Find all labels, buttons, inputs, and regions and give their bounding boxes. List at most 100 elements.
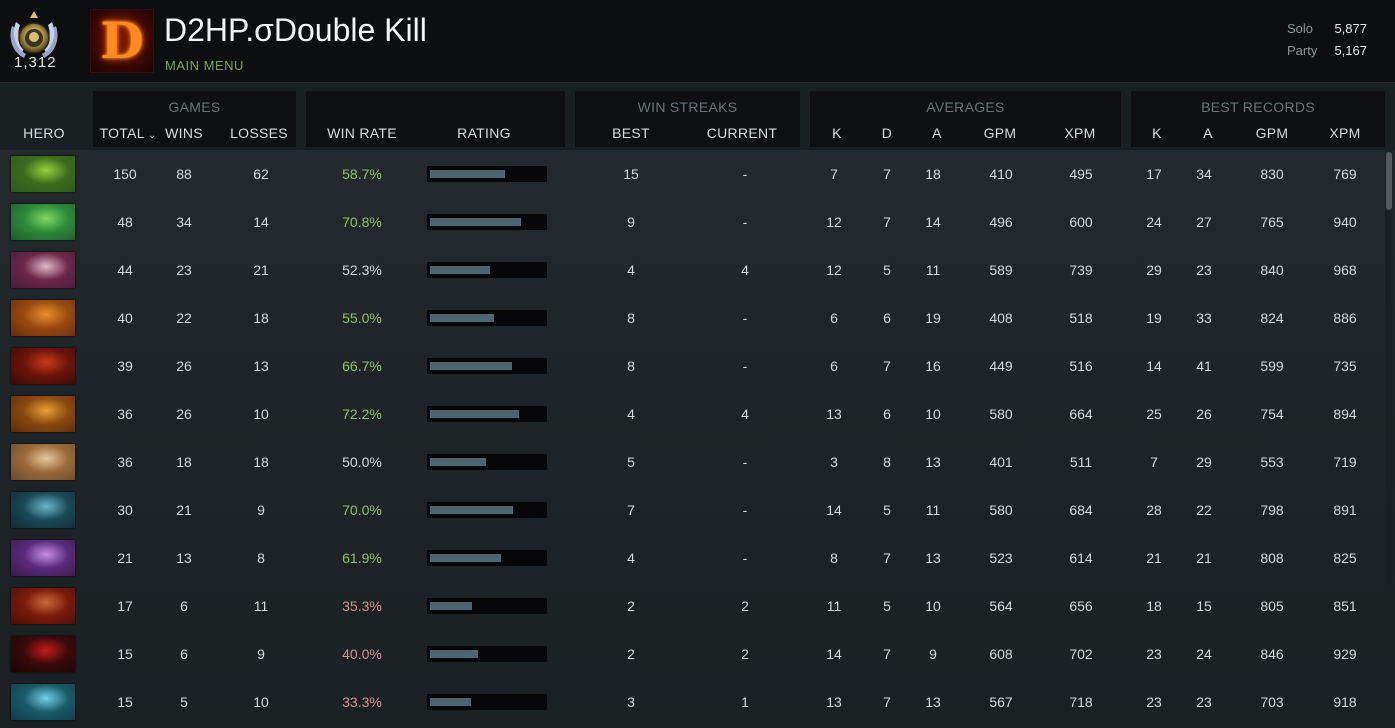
wins-cell: 6 xyxy=(180,646,188,662)
solo-value: 5,877 xyxy=(1334,21,1367,36)
hero-portrait[interactable] xyxy=(11,156,75,192)
losses-cell: 10 xyxy=(253,406,269,422)
party-mmr-row: Party 5,167 xyxy=(1287,40,1367,62)
col-rec-xpm[interactable]: XPM xyxy=(1329,125,1361,141)
col-avg-k[interactable]: K xyxy=(832,125,842,141)
avg-gpm-cell: 523 xyxy=(989,550,1013,566)
losses-cell: 18 xyxy=(253,310,269,326)
win-rate-cell: 66.7% xyxy=(342,358,382,374)
avg-a-cell: 13 xyxy=(925,454,941,470)
avg-a-cell: 9 xyxy=(929,646,937,662)
avg-d-cell: 7 xyxy=(883,214,891,230)
table-row[interactable]: 15 6 9 40.0% 2 2 14 7 9 608 702 23 24 84… xyxy=(0,630,1383,678)
table-row[interactable]: 21 13 8 61.9% 4 - 8 7 13 523 614 21 21 8… xyxy=(0,534,1383,582)
hero-portrait[interactable] xyxy=(11,444,75,480)
rating-bar xyxy=(427,262,547,278)
rating-bar-fill xyxy=(430,314,494,322)
col-losses[interactable]: LOSSES xyxy=(230,125,288,141)
scrollbar-thumb[interactable] xyxy=(1386,152,1392,210)
best-streak-cell: 2 xyxy=(627,598,635,614)
rec-a-cell: 27 xyxy=(1196,214,1212,230)
wins-cell: 22 xyxy=(176,310,192,326)
col-avg-gpm[interactable]: GPM xyxy=(983,125,1017,141)
rec-gpm-cell: 830 xyxy=(1260,166,1284,182)
avg-k-cell: 13 xyxy=(826,406,842,422)
hero-portrait[interactable] xyxy=(11,636,75,672)
col-total[interactable]: TOTAL ⌄ xyxy=(95,125,161,141)
rec-k-cell: 28 xyxy=(1146,502,1162,518)
total-cell: 40 xyxy=(117,310,133,326)
col-rating[interactable]: RATING xyxy=(457,125,511,141)
rating-bar-fill xyxy=(430,410,519,418)
best-streak-cell: 4 xyxy=(627,262,635,278)
table-row[interactable]: 36 18 18 50.0% 5 - 3 8 13 401 511 7 29 5… xyxy=(0,438,1383,486)
losses-cell: 62 xyxy=(253,166,269,182)
solo-label: Solo xyxy=(1287,21,1314,36)
main-menu-link[interactable]: MAIN MENU xyxy=(165,58,244,73)
col-rec-a[interactable]: A xyxy=(1203,125,1213,141)
current-streak-cell: - xyxy=(742,214,748,230)
player-avatar[interactable]: D xyxy=(90,9,154,73)
hero-portrait[interactable] xyxy=(11,684,75,720)
table-row[interactable]: 40 22 18 55.0% 8 - 6 6 19 408 518 19 33 … xyxy=(0,294,1383,342)
hero-portrait[interactable] xyxy=(11,540,75,576)
avg-a-cell: 18 xyxy=(925,166,941,182)
table-row[interactable]: 39 26 13 66.7% 8 - 6 7 16 449 516 14 41 … xyxy=(0,342,1383,390)
col-current[interactable]: CURRENT xyxy=(706,125,778,141)
col-avg-d[interactable]: D xyxy=(881,125,893,141)
col-rec-gpm[interactable]: GPM xyxy=(1255,125,1289,141)
avg-xpm-cell: 614 xyxy=(1069,550,1093,566)
wins-cell: 13 xyxy=(176,550,192,566)
hero-portrait[interactable] xyxy=(11,348,75,384)
rec-a-cell: 26 xyxy=(1196,406,1212,422)
col-wins[interactable]: WINS xyxy=(165,125,203,141)
scrollbar[interactable] xyxy=(1385,150,1393,728)
player-name: D2HP.σDouble Kill xyxy=(164,12,427,48)
rec-gpm-cell: 798 xyxy=(1260,502,1284,518)
total-cell: 15 xyxy=(117,646,133,662)
col-hero[interactable]: HERO xyxy=(23,125,65,141)
avg-gpm-cell: 564 xyxy=(989,598,1013,614)
rec-gpm-cell: 553 xyxy=(1260,454,1284,470)
col-avg-a[interactable]: A xyxy=(932,125,942,141)
table-row[interactable]: 36 26 10 72.2% 4 4 13 6 10 580 664 25 26… xyxy=(0,390,1383,438)
total-cell: 17 xyxy=(117,598,133,614)
hero-portrait[interactable] xyxy=(11,300,75,336)
col-rec-k[interactable]: K xyxy=(1152,125,1162,141)
rating-bar-fill xyxy=(430,458,486,466)
table-row[interactable]: 44 23 21 52.3% 4 4 12 5 11 589 739 29 23… xyxy=(0,246,1383,294)
rec-xpm-cell: 719 xyxy=(1333,454,1357,470)
rec-gpm-cell: 846 xyxy=(1260,646,1284,662)
hero-portrait[interactable] xyxy=(11,204,75,240)
best-streak-cell: 15 xyxy=(623,166,639,182)
rec-k-cell: 24 xyxy=(1146,214,1162,230)
col-win-rate[interactable]: WIN RATE xyxy=(327,125,397,141)
table-row[interactable]: 150 88 62 58.7% 15 - 7 7 18 410 495 17 3… xyxy=(0,150,1383,198)
rec-gpm-cell: 765 xyxy=(1260,214,1284,230)
hero-portrait[interactable] xyxy=(11,252,75,288)
table-row[interactable]: 30 21 9 70.0% 7 - 14 5 11 580 684 28 22 … xyxy=(0,486,1383,534)
table-row[interactable]: 17 6 11 35.3% 2 2 11 5 10 564 656 18 15 … xyxy=(0,582,1383,630)
avg-k-cell: 7 xyxy=(830,166,838,182)
rec-a-cell: 34 xyxy=(1196,166,1212,182)
hero-portrait[interactable] xyxy=(11,492,75,528)
avg-d-cell: 7 xyxy=(883,646,891,662)
col-best[interactable]: BEST xyxy=(612,125,650,141)
rating-bar xyxy=(427,646,547,662)
records-panel: BEST RECORDS K A GPM XPM xyxy=(1131,91,1385,147)
hero-portrait[interactable] xyxy=(11,396,75,432)
avg-xpm-cell: 684 xyxy=(1069,502,1093,518)
rec-xpm-cell: 825 xyxy=(1333,550,1357,566)
hero-portrait[interactable] xyxy=(11,588,75,624)
best-streak-cell: 2 xyxy=(627,646,635,662)
table-row[interactable]: 48 34 14 70.8% 9 - 12 7 14 496 600 24 27… xyxy=(0,198,1383,246)
total-cell: 39 xyxy=(117,358,133,374)
avg-gpm-cell: 608 xyxy=(989,646,1013,662)
table-row[interactable]: 15 5 10 33.3% 3 1 13 7 13 567 718 23 23 … xyxy=(0,678,1383,726)
rec-xpm-cell: 968 xyxy=(1333,262,1357,278)
current-streak-cell: - xyxy=(742,310,748,326)
best-streak-cell: 4 xyxy=(627,406,635,422)
win-rate-cell: 35.3% xyxy=(342,598,382,614)
col-avg-xpm[interactable]: XPM xyxy=(1064,125,1096,141)
total-cell: 21 xyxy=(117,550,133,566)
